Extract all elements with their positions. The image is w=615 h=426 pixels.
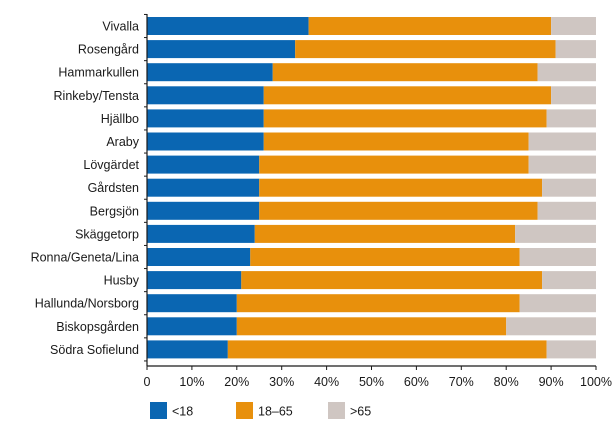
bar-roseng-rd-series-1 [295, 40, 556, 59]
bar-s-dra-sofielund-series-1 [227, 340, 547, 359]
bars-layer [147, 17, 596, 359]
category-label: Vivalla [102, 20, 139, 34]
bar-hj-llbo-series-1 [263, 109, 547, 128]
bar-bergsj-n-series-2 [537, 201, 596, 220]
bar-vivalla-series-2 [551, 17, 596, 35]
x-tick-label: 70% [449, 375, 474, 389]
category-labels: Vivalla Rosengård Hammarkullen Rinkeby/Tens… [31, 20, 140, 357]
bar-hallunda-norsborg-series-2 [519, 294, 596, 313]
bar-rinkeby-tensta-series-1 [263, 86, 552, 105]
bar-rinkeby-tensta-series-2 [551, 86, 596, 105]
bar-hallunda-norsborg-series-1 [236, 294, 520, 313]
x-tick-label: 20% [224, 375, 249, 389]
bar-sk-ggetorp-series-1 [254, 224, 516, 243]
x-tick-label: 10% [179, 375, 204, 389]
bar-araby-series-1 [263, 132, 529, 151]
category-label: Bergsjön [90, 204, 139, 218]
x-tick-label: 30% [269, 375, 294, 389]
bar-hammarkullen-series-2 [537, 63, 596, 82]
category-label: Hjällbo [101, 112, 139, 126]
category-label: Rinkeby/Tensta [54, 89, 140, 103]
bar-husby-series-1 [241, 271, 543, 290]
bar-sk-ggetorp-series-2 [515, 224, 596, 243]
bar-ronna-geneta-lina-series-0 [147, 248, 251, 266]
bar-bergsj-n-series-0 [147, 201, 260, 220]
x-tick-label: 40% [314, 375, 339, 389]
category-label: Rosengård [78, 43, 139, 57]
bar-husby-series-0 [147, 271, 242, 290]
category-label: Ronna/Geneta/Lina [31, 251, 139, 265]
x-tick-label: 0 [144, 375, 151, 389]
bar-s-dra-sofielund-series-0 [147, 340, 228, 359]
bar-biskopsg-rden-series-2 [506, 317, 596, 336]
bar-vivalla-series-1 [308, 17, 552, 35]
bar-araby-series-2 [528, 132, 596, 151]
bar-ronna-geneta-lina-series-2 [519, 248, 596, 266]
bar-g-rdsten-series-2 [542, 178, 596, 197]
legend-label: 18–65 [258, 405, 293, 419]
x-tick-label: 100% [580, 375, 612, 389]
x-tick-label: 50% [359, 375, 384, 389]
category-label: Södra Sofielund [50, 343, 139, 357]
bar-ronna-geneta-lina-series-1 [250, 248, 520, 266]
bar-biskopsg-rden-series-1 [236, 317, 507, 336]
bar-hj-llbo-series-2 [546, 109, 596, 128]
bar-bergsj-n-series-1 [259, 201, 538, 220]
category-label: Hammarkullen [58, 66, 139, 80]
bar-l-vg-rdet-series-0 [147, 155, 260, 174]
legend-item: 18–65 [236, 402, 293, 419]
category-label: Skäggetorp [75, 227, 139, 241]
bar-roseng-rd-series-0 [147, 40, 296, 59]
category-label: Biskopsgården [56, 320, 139, 334]
legend-swatch [328, 402, 345, 419]
category-label: Husby [104, 274, 140, 288]
x-tick-label: 80% [494, 375, 519, 389]
bar-araby-series-0 [147, 132, 264, 151]
legend-item: >65 [328, 402, 371, 419]
x-tick-label: 90% [539, 375, 564, 389]
bar-husby-series-2 [542, 271, 596, 290]
bar-sk-ggetorp-series-0 [147, 224, 255, 243]
legend: <18 18–65 >65 [150, 402, 371, 419]
category-label: Gårdsten [88, 181, 139, 195]
legend-label: >65 [350, 405, 371, 419]
bar-hallunda-norsborg-series-0 [147, 294, 237, 313]
bar-biskopsg-rden-series-0 [147, 317, 237, 336]
x-tick-label: 60% [404, 375, 429, 389]
bar-hammarkullen-series-1 [272, 63, 538, 82]
bar-l-vg-rdet-series-1 [259, 155, 529, 174]
bar-roseng-rd-series-2 [555, 40, 596, 59]
bar-l-vg-rdet-series-2 [528, 155, 596, 174]
x-axis: 0 10% 20% 30% 40% 50% 60% 70% 80% 90% 100% [144, 13, 612, 389]
bar-hammarkullen-series-0 [147, 63, 273, 82]
legend-swatch [150, 402, 167, 419]
category-label: Lövgärdet [83, 158, 139, 172]
legend-item: <18 [150, 402, 193, 419]
legend-swatch [236, 402, 253, 419]
bar-hj-llbo-series-0 [147, 109, 264, 128]
bar-vivalla-series-0 [147, 17, 309, 35]
category-label: Hallunda/Norsborg [35, 297, 139, 311]
bar-rinkeby-tensta-series-0 [147, 86, 264, 105]
category-label: Araby [106, 135, 139, 149]
legend-label: <18 [172, 405, 193, 419]
bar-g-rdsten-series-1 [259, 178, 543, 197]
bar-s-dra-sofielund-series-2 [546, 340, 596, 359]
bar-g-rdsten-series-0 [147, 178, 260, 197]
